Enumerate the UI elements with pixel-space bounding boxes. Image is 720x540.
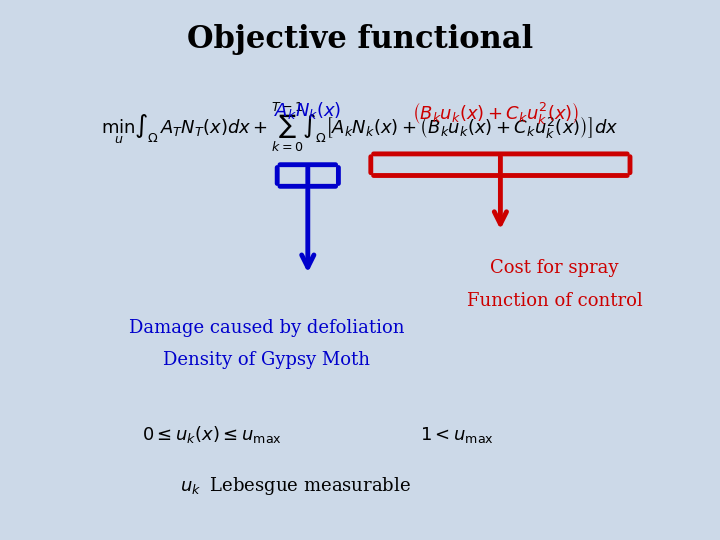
Text: Cost for spray: Cost for spray: [490, 259, 618, 277]
Text: $u_k\;$ Lebesgue measurable: $u_k\;$ Lebesgue measurable: [180, 475, 410, 497]
Text: $1 < u_{\mathrm{max}}$: $1 < u_{\mathrm{max}}$: [420, 424, 494, 445]
Text: $0 \leq u_k(x) \leq u_{\mathrm{max}}$: $0 \leq u_k(x) \leq u_{\mathrm{max}}$: [143, 424, 282, 445]
Text: $\min_{u} \int_{\Omega} A_T N_T(x)dx + \sum_{k=0}^{T-1} \int_{\Omega} \left[ A_k: $\min_{u} \int_{\Omega} A_T N_T(x)dx + \…: [102, 100, 618, 153]
Text: Density of Gypsy Moth: Density of Gypsy Moth: [163, 351, 370, 369]
Text: $A_k N_k(x)$: $A_k N_k(x)$: [274, 100, 342, 121]
Text: Damage caused by defoliation: Damage caused by defoliation: [129, 319, 404, 336]
Text: Function of control: Function of control: [467, 292, 642, 309]
Text: Objective functional: Objective functional: [187, 24, 533, 55]
Text: $\left( B_k u_k(x) + C_k u_k^2(x) \right)$: $\left( B_k u_k(x) + C_k u_k^2(x) \right…: [412, 100, 579, 126]
